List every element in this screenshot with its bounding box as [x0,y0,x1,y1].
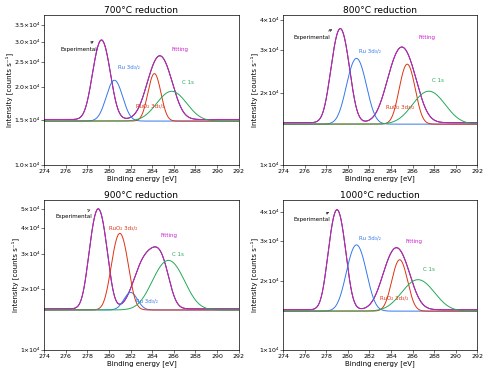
Text: Fitting: Fitting [404,239,421,244]
Text: Fitting: Fitting [161,233,178,238]
Y-axis label: Intensity [counts s⁻¹]: Intensity [counts s⁻¹] [250,53,258,127]
Text: Experimental: Experimental [293,29,331,40]
X-axis label: Binding energy [eV]: Binding energy [eV] [345,176,414,182]
Y-axis label: Intensity [counts s⁻¹]: Intensity [counts s⁻¹] [250,238,258,312]
Text: Ru 3d₃/₂: Ru 3d₃/₂ [118,64,140,69]
Text: Ru 3d₃/₂: Ru 3d₃/₂ [358,236,380,241]
Text: Experimental: Experimental [293,212,330,222]
Text: Ru 3d₃/₂: Ru 3d₃/₂ [136,298,158,304]
X-axis label: Binding energy [eV]: Binding energy [eV] [106,361,176,367]
Text: Experimental: Experimental [61,42,97,52]
Title: 900°C reduction: 900°C reduction [104,191,178,200]
Text: Experimental: Experimental [55,210,92,219]
Text: Fitting: Fitting [171,47,188,51]
Title: 1000°C reduction: 1000°C reduction [340,191,419,200]
Text: RuO₂ 3d₃/₂: RuO₂ 3d₃/₂ [380,295,408,300]
Y-axis label: Intensity [counts s⁻¹]: Intensity [counts s⁻¹] [5,53,13,127]
Text: C 1s: C 1s [182,79,194,85]
Text: RuO₂ 3d₃/₂: RuO₂ 3d₃/₂ [109,226,137,231]
Text: RuO₂ 3d₃/₂: RuO₂ 3d₃/₂ [385,105,413,110]
Text: RuO₂ 3d₃/₂: RuO₂ 3d₃/₂ [136,104,164,109]
Text: Ru 3d₃/₂: Ru 3d₃/₂ [358,49,380,54]
Y-axis label: Intensity [counts s⁻¹]: Intensity [counts s⁻¹] [11,238,19,312]
X-axis label: Binding energy [eV]: Binding energy [eV] [106,176,176,182]
Title: 800°C reduction: 800°C reduction [343,6,416,15]
Text: C 1s: C 1s [431,78,443,83]
Text: C 1s: C 1s [171,252,183,257]
Title: 700°C reduction: 700°C reduction [104,6,178,15]
Text: Fitting: Fitting [417,35,434,41]
Text: C 1s: C 1s [423,267,434,272]
X-axis label: Binding energy [eV]: Binding energy [eV] [345,361,414,367]
